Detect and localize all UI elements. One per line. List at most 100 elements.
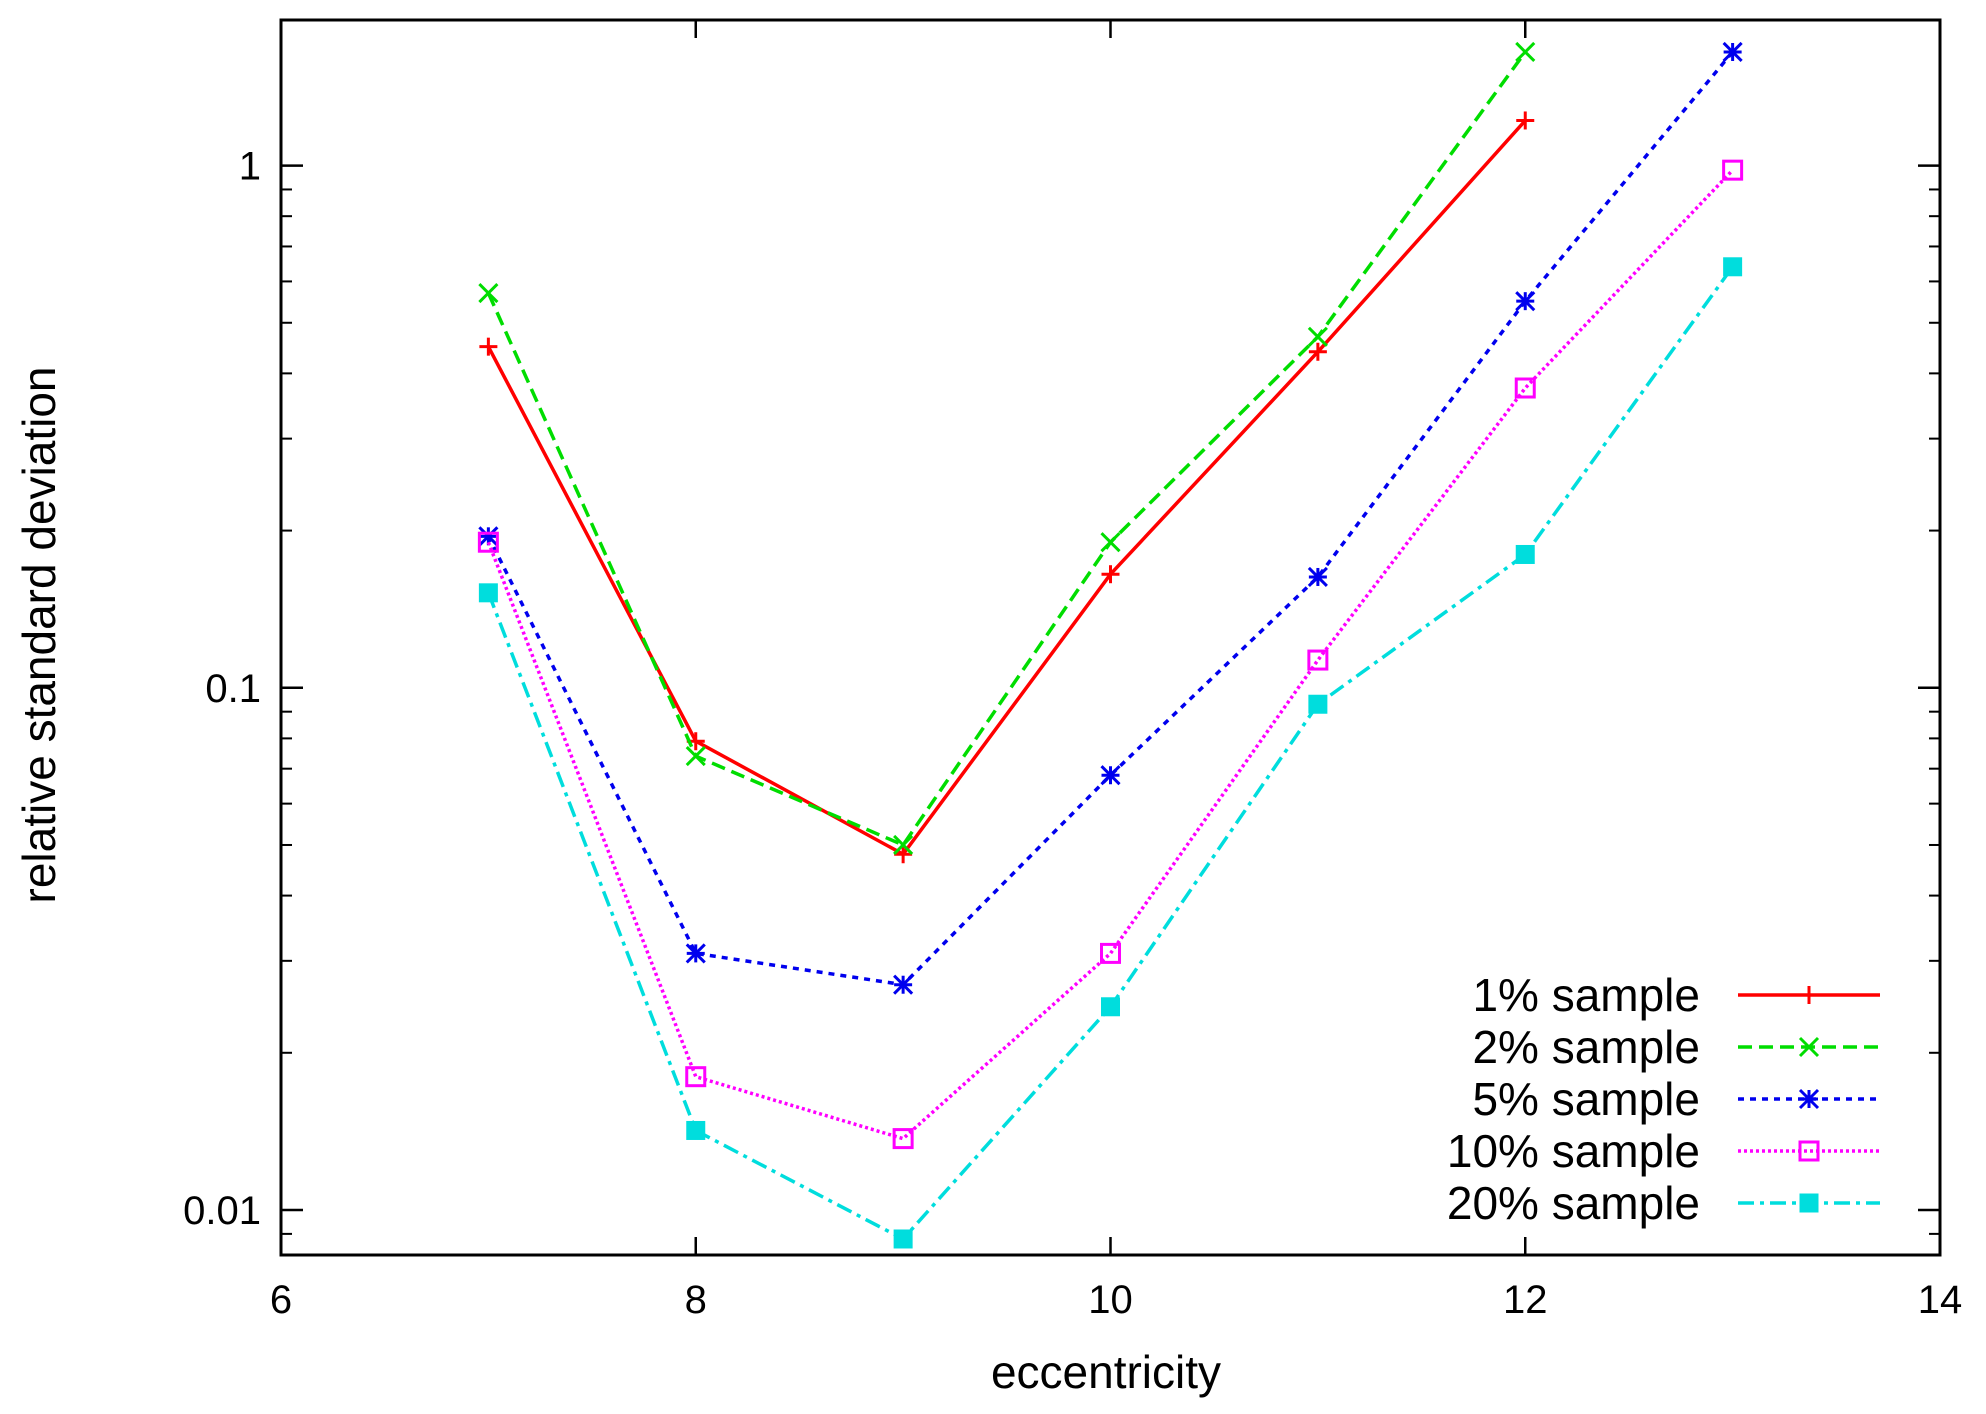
x-axis-label: eccentricity [991, 1346, 1221, 1398]
point-mark [1100, 532, 1121, 553]
data-point [1101, 997, 1120, 1017]
point-mark [1515, 41, 1536, 63]
point-mark [892, 1128, 914, 1150]
point-mark [1308, 694, 1328, 714]
point-mark [1515, 291, 1536, 312]
x-tick-label: 14 [1918, 1278, 1963, 1322]
series-3 [478, 41, 1743, 995]
point-mark [893, 834, 914, 856]
point-mark [478, 583, 498, 603]
point-mark [1799, 1193, 1819, 1213]
x-tick-label: 10 [1088, 1278, 1133, 1322]
series-4 [477, 159, 1744, 1150]
series-line [486, 119, 1527, 856]
data-point [894, 845, 913, 864]
point-mark [893, 974, 914, 995]
legend-label: 2% sample [1472, 1021, 1700, 1073]
x-tick-label: 8 [685, 1278, 707, 1322]
data-point [478, 526, 499, 547]
series-line [486, 50, 1527, 847]
y-tick-label: 0.01 [183, 1189, 261, 1233]
point-mark [1514, 377, 1536, 399]
data-point [686, 1120, 706, 1140]
series-5 [478, 257, 1743, 1249]
data-point [1722, 41, 1743, 63]
x-tick-label: 12 [1503, 1278, 1548, 1322]
data-point [1307, 649, 1329, 671]
point-mark [686, 1120, 706, 1140]
data-point [477, 531, 499, 553]
data-point [1307, 326, 1328, 347]
data-point [1799, 1193, 1819, 1213]
legend-label: 20% sample [1447, 1177, 1700, 1229]
data-point [1798, 1088, 1820, 1110]
point-mark [1307, 326, 1328, 347]
point-mark [477, 531, 499, 553]
legend-entry: 10% sample [1447, 1125, 1880, 1177]
point-mark [478, 526, 499, 547]
legend-label: 5% sample [1472, 1073, 1700, 1125]
y-tick-label: 0.1 [205, 667, 261, 711]
y-tick-label: 1 [239, 145, 261, 189]
data-point [1514, 377, 1536, 399]
point-mark [1798, 1088, 1820, 1110]
point-mark [1101, 997, 1120, 1017]
point-mark [1723, 257, 1743, 277]
point-mark [685, 943, 706, 964]
point-mark [1307, 566, 1328, 588]
series-layer [477, 41, 1744, 1249]
point-mark [685, 1066, 707, 1088]
point-mark [1100, 765, 1121, 786]
data-point [1800, 986, 1818, 1004]
data-point [1798, 1036, 1820, 1058]
data-point [685, 1066, 707, 1088]
point-mark [893, 1229, 913, 1249]
data-point [478, 583, 498, 603]
data-point [1723, 257, 1743, 277]
data-point [1516, 111, 1535, 130]
data-point [1308, 694, 1328, 714]
point-mark [1515, 544, 1535, 564]
series-1 [479, 111, 1535, 864]
data-point [1798, 1140, 1820, 1162]
data-point [1100, 765, 1121, 786]
legend-label: 10% sample [1447, 1125, 1700, 1177]
point-mark [685, 746, 706, 767]
point-mark [1100, 942, 1121, 964]
data-point [1515, 544, 1535, 564]
point-mark [478, 282, 499, 304]
legend-entry: 20% sample [1447, 1177, 1880, 1229]
data-point [892, 1128, 914, 1150]
data-point [1722, 159, 1744, 181]
x-tick-label: 6 [270, 1278, 292, 1322]
data-point [893, 1229, 913, 1249]
ticks-layer: 6 8 10 12 14 0.01 0.1 1 [183, 20, 1962, 1322]
data-point [1308, 342, 1327, 361]
data-point [1100, 532, 1121, 553]
legend-entry: 5% sample [1472, 1073, 1880, 1125]
point-mark [1798, 1140, 1820, 1162]
legend-entry: 2% sample [1472, 1021, 1880, 1073]
point-mark [1722, 41, 1743, 63]
data-point [1101, 565, 1120, 584]
data-point [893, 974, 914, 995]
plot-frame [279, 18, 1942, 1257]
y-axis-label: relative standard deviation [13, 367, 65, 904]
data-point [478, 282, 499, 304]
point-mark [1722, 159, 1744, 181]
series-2 [478, 41, 1536, 856]
data-point [685, 943, 706, 964]
data-point [1100, 942, 1121, 964]
point-mark [1798, 1036, 1820, 1058]
data-point [1307, 566, 1328, 588]
point-mark [1307, 649, 1329, 671]
data-point [1515, 291, 1536, 312]
legend-label: 1% sample [1472, 969, 1700, 1021]
data-point [893, 834, 914, 856]
legend-entry: 1% sample [1472, 969, 1880, 1021]
data-point [1515, 41, 1536, 63]
data-point [479, 337, 498, 356]
